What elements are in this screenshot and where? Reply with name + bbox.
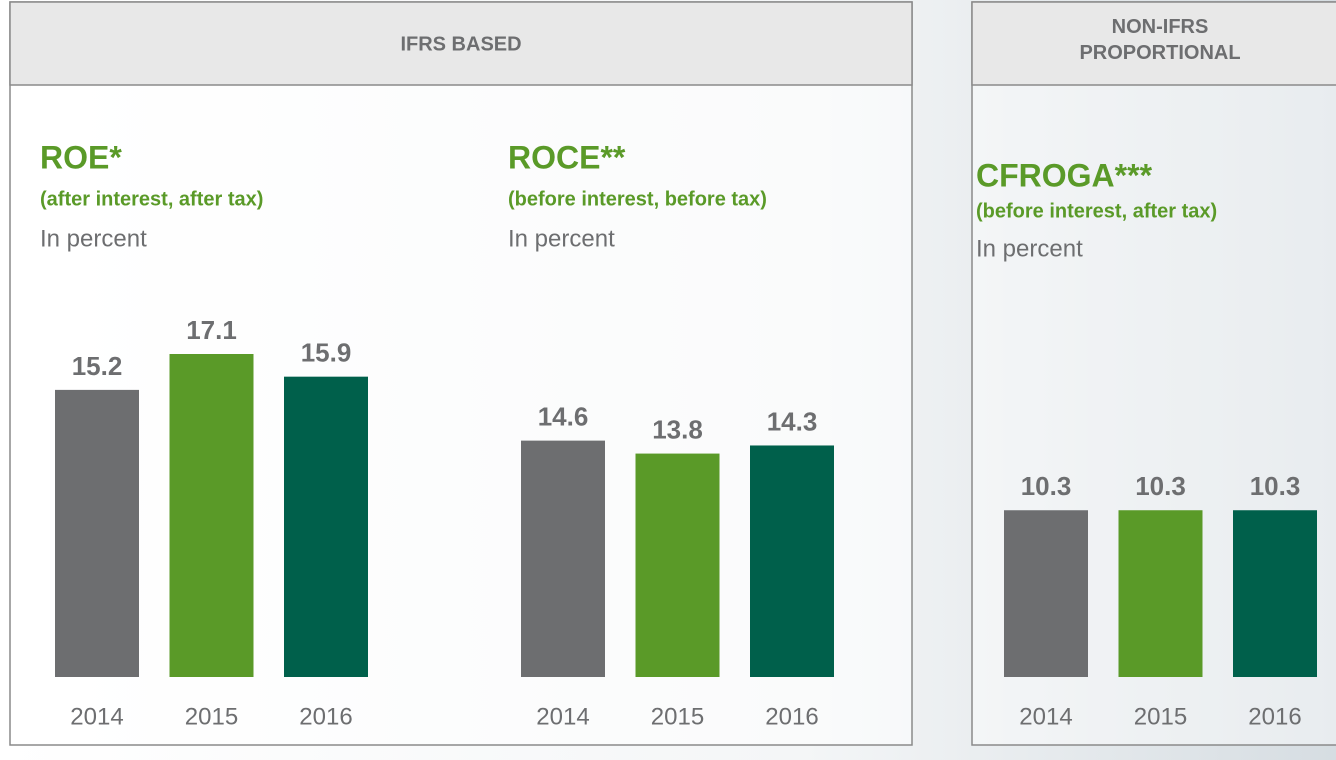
bar — [750, 445, 834, 677]
panel-header — [9, 1, 913, 86]
panel-header-wrap: NON-IFRS PROPORTIONAL — [1079, 16, 1241, 64]
value-label: 10.3 — [1021, 471, 1072, 501]
value-label: 14.3 — [767, 406, 818, 436]
bar — [635, 453, 720, 677]
panel-header-text: IFRS BASED — [400, 33, 521, 55]
chart-subtitle: (before interest, after tax) — [976, 200, 1217, 222]
bar — [1233, 510, 1317, 677]
x-tick-label: 2016 — [299, 703, 352, 730]
value-label: 14.6 — [538, 401, 589, 431]
value-label: 17.1 — [186, 315, 237, 345]
value-label: 10.3 — [1135, 471, 1186, 501]
y-label: In percent — [40, 225, 147, 252]
x-tick-label: 2015 — [651, 703, 704, 730]
x-tick-label: 2016 — [1248, 703, 1301, 730]
bar — [169, 354, 254, 677]
bar — [55, 389, 139, 677]
bar — [284, 376, 368, 677]
x-tick-label: 2014 — [536, 703, 589, 730]
chart-title: CFROGA*** — [976, 157, 1153, 193]
x-tick-label: 2014 — [70, 703, 123, 730]
value-label: 13.8 — [652, 414, 703, 444]
x-tick-label: 2014 — [1019, 703, 1072, 730]
bar — [1118, 510, 1203, 677]
panel-header — [971, 1, 1336, 86]
x-tick-label: 2015 — [185, 703, 238, 730]
chart-subtitle: (after interest, after tax) — [40, 188, 263, 210]
bar — [521, 440, 605, 677]
panel-header-text: NON-IFRS PROPORTIONAL — [1079, 16, 1241, 64]
y-label: In percent — [976, 235, 1083, 262]
bar — [1004, 510, 1088, 677]
y-label: In percent — [508, 225, 615, 252]
chart-subtitle: (before interest, before tax) — [508, 188, 767, 210]
value-label: 15.9 — [301, 338, 352, 368]
chart-title: ROE* — [40, 139, 122, 175]
chart-title: ROCE** — [508, 139, 626, 175]
x-tick-label: 2016 — [765, 703, 818, 730]
x-tick-label: 2015 — [1134, 703, 1187, 730]
value-label: 10.3 — [1250, 471, 1301, 501]
value-label: 15.2 — [72, 351, 123, 381]
